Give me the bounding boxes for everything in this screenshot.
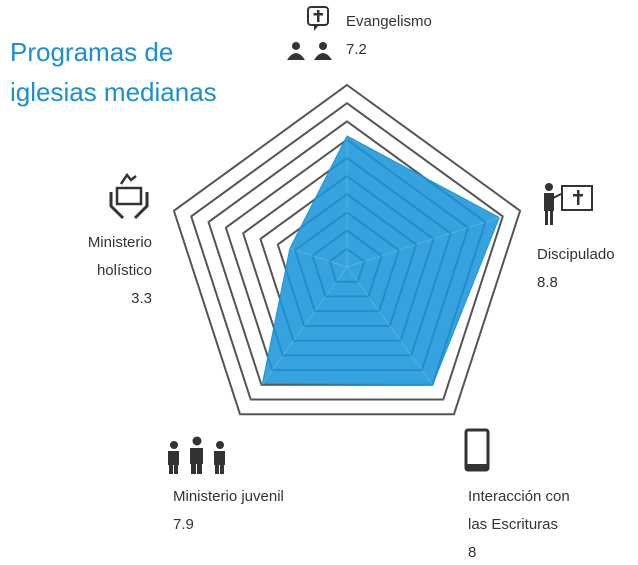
axis-label: Interacción con las Escrituras	[468, 488, 570, 533]
axis-label: Ministerio juvenil	[173, 488, 284, 505]
axis-label-group: Ministerio holístico 3.3	[52, 229, 152, 313]
icons	[109, 6, 593, 474]
grid-ring	[190, 101, 504, 401]
axis-label: Ministerio holístico	[87, 234, 152, 279]
value-label: 8	[468, 544, 477, 561]
chart-title: Programas de iglesias medianas	[10, 37, 217, 107]
spoke	[346, 210, 521, 268]
axis-label-group: Interacción con las Escrituras 8	[468, 483, 593, 565]
value-label: 8.8	[537, 274, 558, 291]
axis-label: Discipulado	[537, 246, 615, 263]
spoke	[239, 266, 348, 415]
value-label: 7.9	[173, 516, 194, 533]
axis-label-group: Discipulado 8.8	[537, 241, 637, 297]
value-label: 3.3	[131, 290, 152, 307]
spoke	[173, 210, 348, 268]
value-label: 7.2	[346, 41, 367, 58]
axis-label-group: Ministerio juvenil 7.9	[173, 483, 333, 539]
radar-area	[261, 135, 500, 386]
grid-ring	[172, 83, 522, 416]
axis-label-group: Evangelismo 7.2	[346, 8, 466, 64]
spoke	[346, 266, 455, 415]
axis-label: Evangelismo	[346, 13, 432, 30]
